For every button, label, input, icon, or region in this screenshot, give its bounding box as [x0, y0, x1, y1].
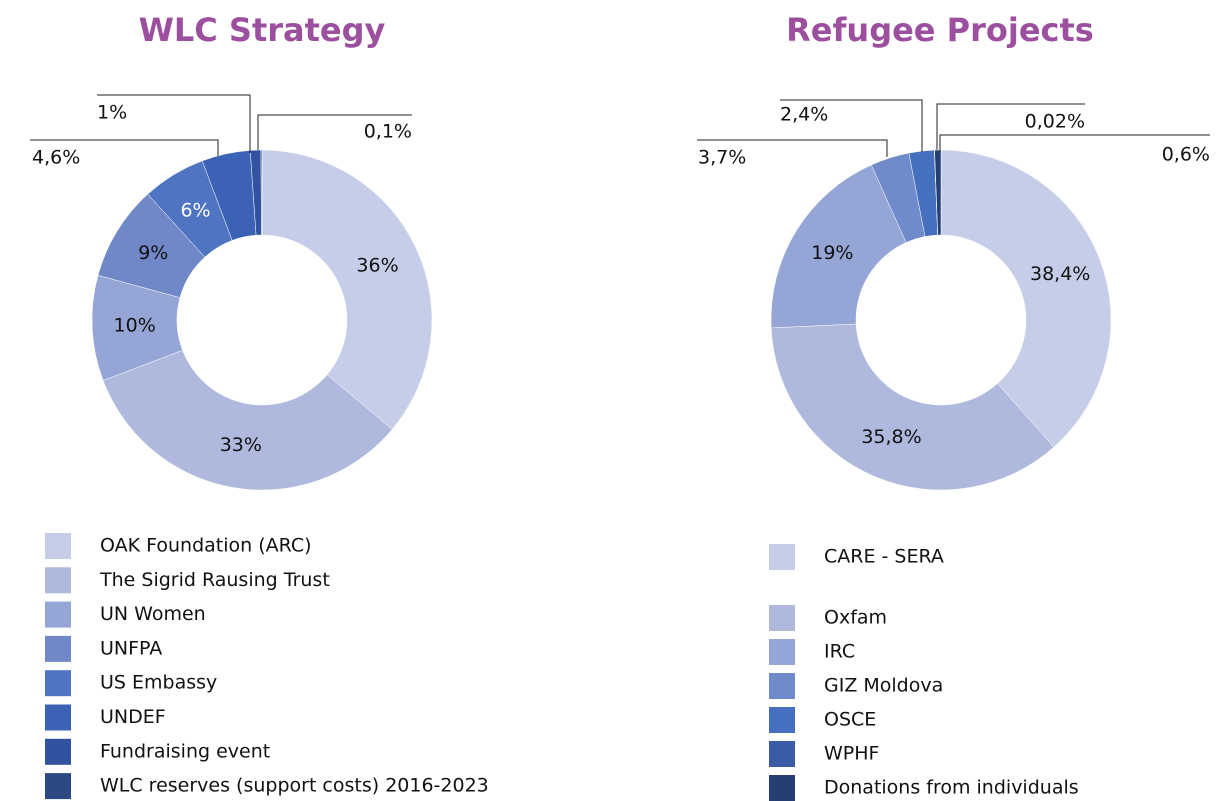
legend-label: OAK Foundation (ARC): [100, 535, 312, 557]
data-label: 0,6%: [1162, 144, 1210, 166]
legend-label: Fundraising event: [100, 740, 270, 762]
donut-slice: [261, 149, 433, 430]
legend-swatch: [45, 635, 71, 662]
chart-title: Refugee Projects: [786, 11, 1094, 49]
legend-label: GIZ Moldova: [824, 675, 943, 697]
data-label: 38,4%: [1030, 263, 1090, 285]
data-label: 33%: [220, 434, 262, 456]
legend-label: Oxfam: [824, 607, 887, 629]
legend-label: UNFPA: [100, 637, 162, 659]
legend-label: Donations from individuals: [824, 777, 1079, 799]
legend-label: US Embassy: [100, 672, 217, 694]
donut-slice: [770, 164, 907, 329]
data-label: 36%: [356, 255, 398, 277]
leader-line: [697, 139, 888, 157]
legend-swatch: [769, 639, 795, 665]
donut-slice: [260, 149, 263, 236]
legend-swatch: [45, 601, 71, 628]
donut-slice: [940, 149, 1112, 448]
data-label: 1%: [97, 102, 127, 124]
legend-label: The Sigrid Rausing Trust: [99, 569, 330, 591]
data-label: 0,1%: [364, 121, 412, 143]
data-label: 0,02%: [1025, 111, 1085, 133]
legend-label: WPHF: [824, 743, 879, 765]
leader-line: [936, 103, 1085, 152]
chart-title: WLC Strategy: [139, 11, 386, 49]
legend-swatch: [769, 707, 795, 733]
legend-swatch: [769, 544, 795, 570]
legend-swatch: [45, 704, 71, 731]
leader-line: [257, 114, 412, 150]
legend-swatch: [45, 773, 71, 800]
data-label: 9%: [138, 242, 168, 264]
data-label: 4,6%: [32, 147, 80, 169]
donut-slice: [770, 323, 1055, 491]
legend-label: WLC reserves (support costs) 2016-2023: [100, 775, 489, 797]
data-label: 3,7%: [698, 147, 746, 169]
legend-label: CARE - SERA: [824, 546, 944, 568]
legend-label: IRC: [824, 641, 855, 663]
legend-label: OSCE: [824, 709, 876, 731]
legend-swatch: [769, 673, 795, 699]
legend-swatch: [45, 670, 71, 697]
legend-label: UN Women: [100, 603, 206, 625]
legend-label: UNDEF: [100, 706, 166, 728]
data-label: 19%: [811, 242, 853, 264]
legend-swatch: [45, 567, 71, 594]
leader-line: [780, 99, 923, 152]
legend-swatch: [769, 605, 795, 631]
data-label: 35,8%: [861, 426, 921, 448]
legend-swatch: [45, 738, 71, 765]
leader-line: [97, 94, 251, 153]
leader-line: [30, 139, 219, 156]
legend-swatch: [769, 741, 795, 767]
legend-swatch: [769, 775, 795, 801]
data-label: 2,4%: [780, 104, 828, 126]
donut-slice: [934, 149, 942, 236]
data-label: 10%: [114, 315, 156, 337]
leader-line: [939, 134, 1210, 152]
donut-slice: [102, 349, 393, 491]
legend-swatch: [45, 533, 71, 559]
data-label: 6%: [180, 200, 210, 222]
